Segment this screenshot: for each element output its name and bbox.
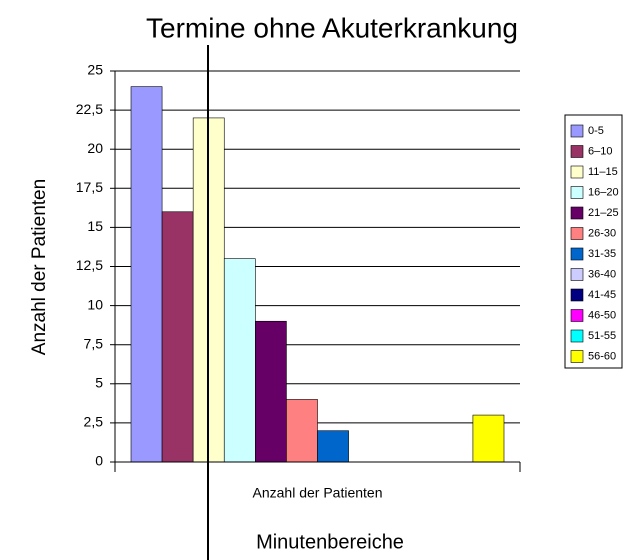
- legend-label: 11–15: [588, 166, 618, 178]
- y-tick-label: 22,5: [76, 101, 103, 117]
- bar: [223, 258, 256, 463]
- legend-label: 51-55: [588, 330, 616, 342]
- legend-swatch: [570, 206, 584, 220]
- legend-swatch: [570, 227, 584, 240]
- legend-label: 0-5: [588, 125, 604, 137]
- legend-label: 16–20: [588, 186, 619, 198]
- legend-label: 56-60: [588, 350, 616, 362]
- y-tick-label: 7,5: [84, 335, 104, 351]
- legend-swatch: [570, 145, 584, 158]
- legend-label: 31-35: [588, 248, 616, 260]
- y-tick-label: 25: [87, 62, 103, 78]
- bar: [161, 211, 194, 463]
- y-tick-label: 15: [87, 218, 103, 234]
- legend-label: 36-40: [588, 268, 616, 280]
- y-tick-label: 5: [95, 375, 103, 391]
- y-tick-label: 0: [95, 453, 103, 469]
- legend-label: 6–10: [588, 145, 612, 157]
- legend-swatch: [570, 165, 584, 179]
- bar: [472, 414, 505, 463]
- y-tick-label: 20: [87, 140, 103, 156]
- y-tick-label: 2,5: [84, 414, 104, 430]
- legend-swatch: [570, 309, 584, 322]
- legend-swatch: [570, 329, 584, 343]
- x-axis-label: Minutenbereiche: [256, 531, 404, 553]
- y-tick-label: 10: [87, 296, 103, 312]
- legend-swatch: [570, 124, 584, 138]
- x-tick-label: Anzahl der Patienten: [253, 485, 383, 501]
- legend-swatch: [570, 350, 584, 363]
- bar: [130, 86, 163, 463]
- legend-swatch: [570, 247, 584, 261]
- bar: [286, 399, 318, 463]
- y-tick-label: 17,5: [76, 179, 103, 195]
- bar: [255, 320, 287, 463]
- legend-label: 46-50: [588, 309, 616, 321]
- legend-swatch: [570, 268, 584, 281]
- y-axis-label: Anzahl der Patienten: [29, 179, 50, 355]
- legend-label: 21–25: [588, 207, 619, 219]
- legend-label: 26-30: [588, 227, 616, 239]
- chart-title: Termine ohne Akuterkrankung: [146, 12, 518, 43]
- y-tick-label: 12,5: [76, 257, 103, 273]
- bar: [317, 430, 349, 463]
- legend-swatch: [570, 288, 584, 302]
- legend-label: 41-45: [588, 289, 616, 301]
- legend-swatch: [570, 186, 584, 199]
